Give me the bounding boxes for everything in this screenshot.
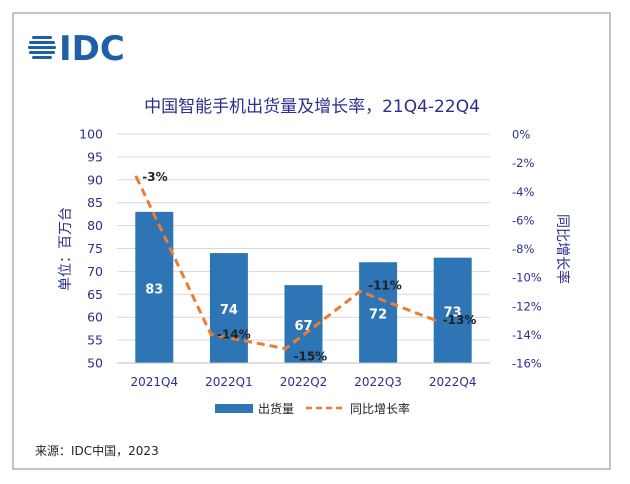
y-left-tick-label: 50 — [87, 356, 103, 371]
x-tick-label: 2022Q3 — [354, 375, 402, 389]
y-right-tick-label: -10% — [512, 271, 542, 285]
y-right-tick-label: -6% — [512, 213, 534, 227]
y-left-tick-label: 95 — [87, 149, 103, 164]
line-point — [284, 347, 287, 351]
x-tick-label: 2022Q1 — [205, 375, 253, 389]
y-right-tick-label: -8% — [512, 242, 534, 256]
line-point — [358, 289, 362, 293]
x-tick-label: 2021Q4 — [130, 375, 178, 389]
line-series: -3% -14% -15% -11% -13% — [134, 170, 477, 364]
y-right-tick-label: 0% — [512, 128, 530, 142]
y-right-tick-label: -2% — [512, 156, 534, 170]
line-value-label: -13% — [443, 313, 477, 327]
bar — [359, 262, 398, 363]
line-point — [433, 318, 437, 322]
y-left-tick-label: 80 — [87, 218, 103, 233]
legend-bar-label: 出货量 — [258, 401, 294, 416]
legend: 出货量 同比增长率 — [215, 401, 410, 416]
bar — [433, 257, 472, 363]
line-value-label: -3% — [142, 170, 167, 184]
legend-line-label: 同比增长率 — [350, 401, 410, 416]
y-axis-right-label: 同比增长率 — [554, 214, 571, 284]
bar — [135, 211, 174, 363]
y-left-tick-label: 100 — [79, 127, 103, 142]
line-value-label: -15% — [294, 350, 328, 364]
y-left-tick-label: 90 — [87, 172, 103, 187]
source-note: 来源：IDC中国，2023 — [35, 443, 159, 458]
line-point — [134, 175, 138, 179]
y-left-tick-label: 75 — [87, 241, 103, 256]
y-axis-right: -16% -14% -12% -10% -8% -6% -4% -2% 0% — [512, 128, 542, 371]
line-value-label: -14% — [217, 327, 251, 341]
logo-text: IDC — [59, 29, 125, 69]
outer-border — [12, 12, 611, 470]
x-axis: 2021Q4 2022Q1 2022Q2 2022Q3 2022Q4 — [117, 362, 490, 389]
x-tick-label: 2022Q2 — [280, 375, 328, 389]
y-right-tick-label: -4% — [512, 185, 534, 199]
y-right-tick-label: -16% — [512, 357, 542, 371]
bar-value-label: 72 — [369, 308, 387, 323]
y-axis-left-label: 单位：百万台 — [58, 207, 74, 291]
y-left-tick-label: 65 — [87, 287, 103, 302]
globe-icon — [28, 36, 56, 59]
y-right-tick-label: -12% — [512, 299, 542, 313]
x-tick-label: 2022Q4 — [429, 375, 477, 389]
line-value-label: -11% — [368, 278, 402, 292]
y-right-tick-label: -14% — [512, 328, 542, 342]
bar-value-label: 73 — [444, 305, 462, 320]
y-left-tick-label: 60 — [87, 310, 103, 325]
legend-bar-swatch — [215, 404, 253, 413]
bar — [209, 253, 248, 363]
chart-title: 中国智能手机出货量及增长率，21Q4-22Q4 — [144, 97, 480, 117]
y-axis-left: 50 55 60 65 70 75 80 85 90 95 100 — [79, 127, 103, 371]
y-left-tick-label: 70 — [87, 264, 103, 279]
idc-logo: IDC — [28, 29, 125, 69]
line-point — [209, 332, 213, 336]
y-left-tick-label: 85 — [87, 195, 103, 210]
bar-value-label: 74 — [220, 303, 238, 318]
y-left-tick-label: 55 — [87, 333, 103, 348]
bar-value-label: 83 — [145, 282, 163, 297]
